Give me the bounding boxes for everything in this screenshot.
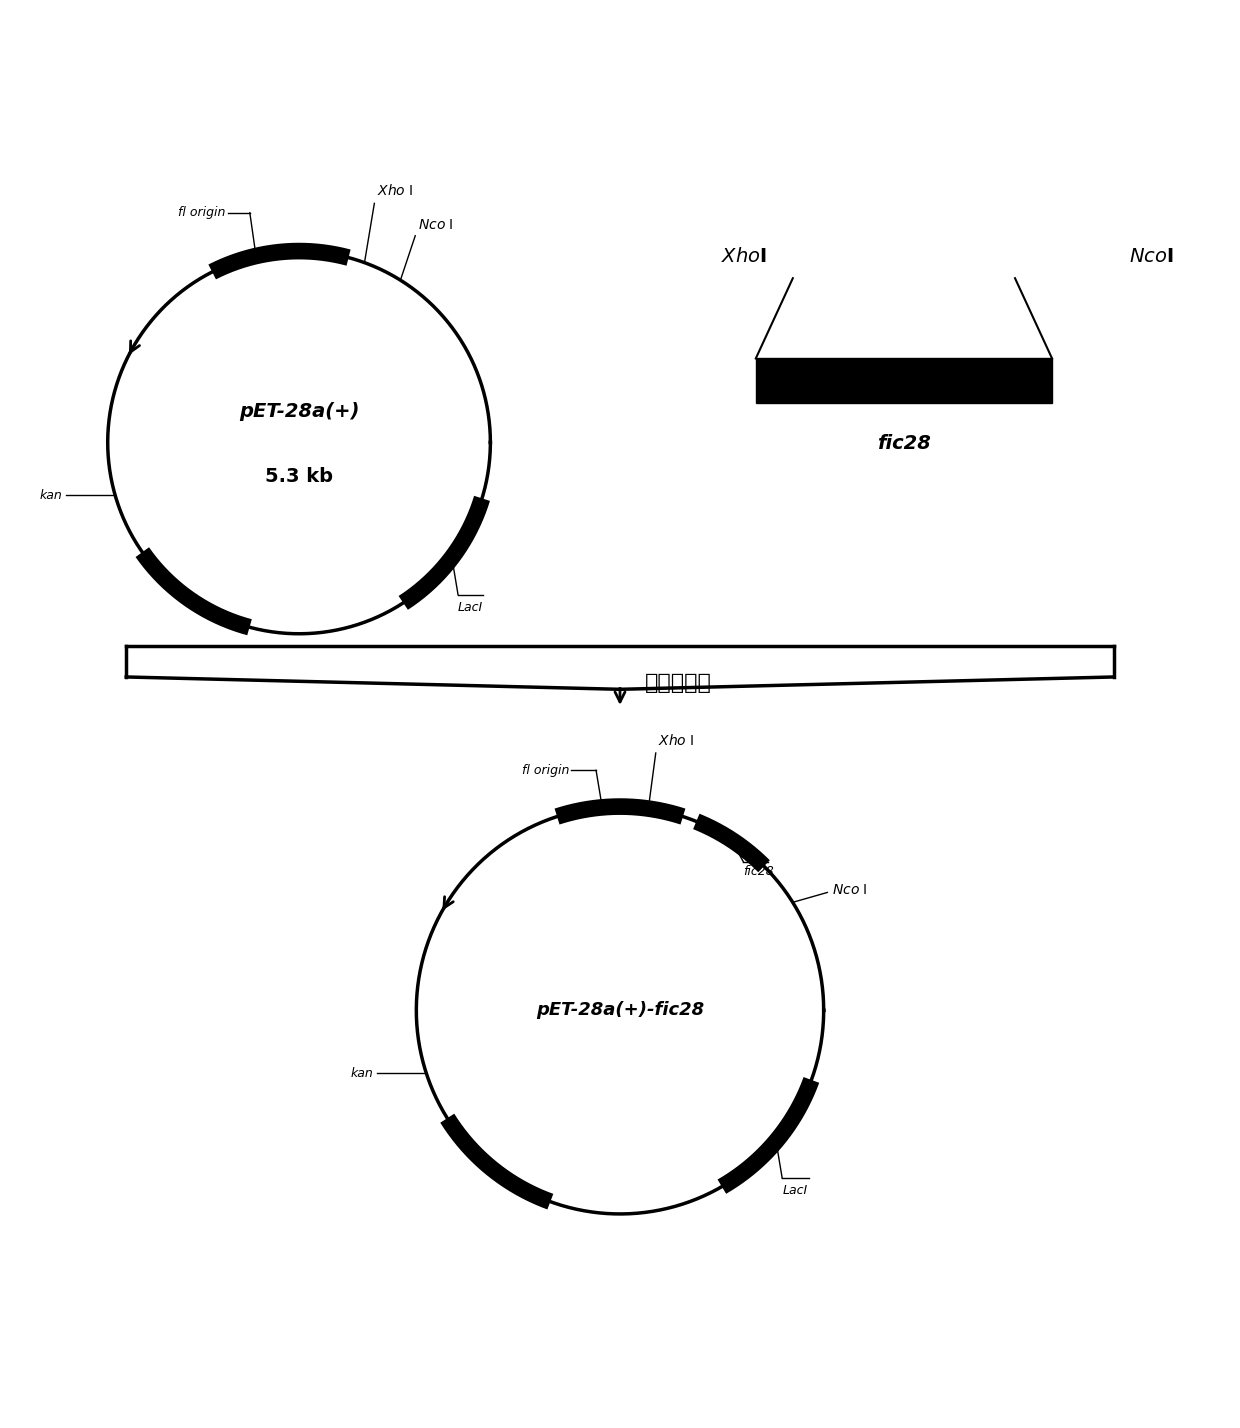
Text: fl origin: fl origin	[522, 764, 569, 777]
Text: $\bf{\it{Xho}}$$\bf{ I}$: $\bf{\it{Xho}}$$\bf{ I}$	[720, 247, 766, 266]
Text: LacI: LacI	[458, 601, 484, 614]
Text: $\it{Xho}$ I: $\it{Xho}$ I	[658, 733, 694, 748]
Text: pET-28a(+): pET-28a(+)	[239, 403, 360, 421]
Text: fic28: fic28	[743, 865, 774, 878]
Bar	[756, 358, 1052, 403]
Text: pET-28a(+)-fic28: pET-28a(+)-fic28	[536, 1001, 704, 1020]
Text: $\bf{\it{Nco}}$$\bf{ I}$: $\bf{\it{Nco}}$$\bf{ I}$	[1128, 247, 1173, 266]
Text: 酶切、连接: 酶切、连接	[645, 673, 712, 693]
Text: fic28: fic28	[877, 434, 931, 453]
Text: kan: kan	[40, 488, 62, 501]
Text: LacI: LacI	[782, 1184, 807, 1198]
Text: fl origin: fl origin	[177, 206, 226, 220]
Text: $\it{Xho}$ I: $\it{Xho}$ I	[377, 183, 413, 198]
Text: $\it{Nco}$ I: $\it{Nco}$ I	[832, 883, 868, 897]
Text: kan: kan	[351, 1067, 373, 1080]
Text: $\it{Nco}$ I: $\it{Nco}$ I	[418, 218, 454, 231]
Text: 5.3 kb: 5.3 kb	[265, 467, 334, 487]
